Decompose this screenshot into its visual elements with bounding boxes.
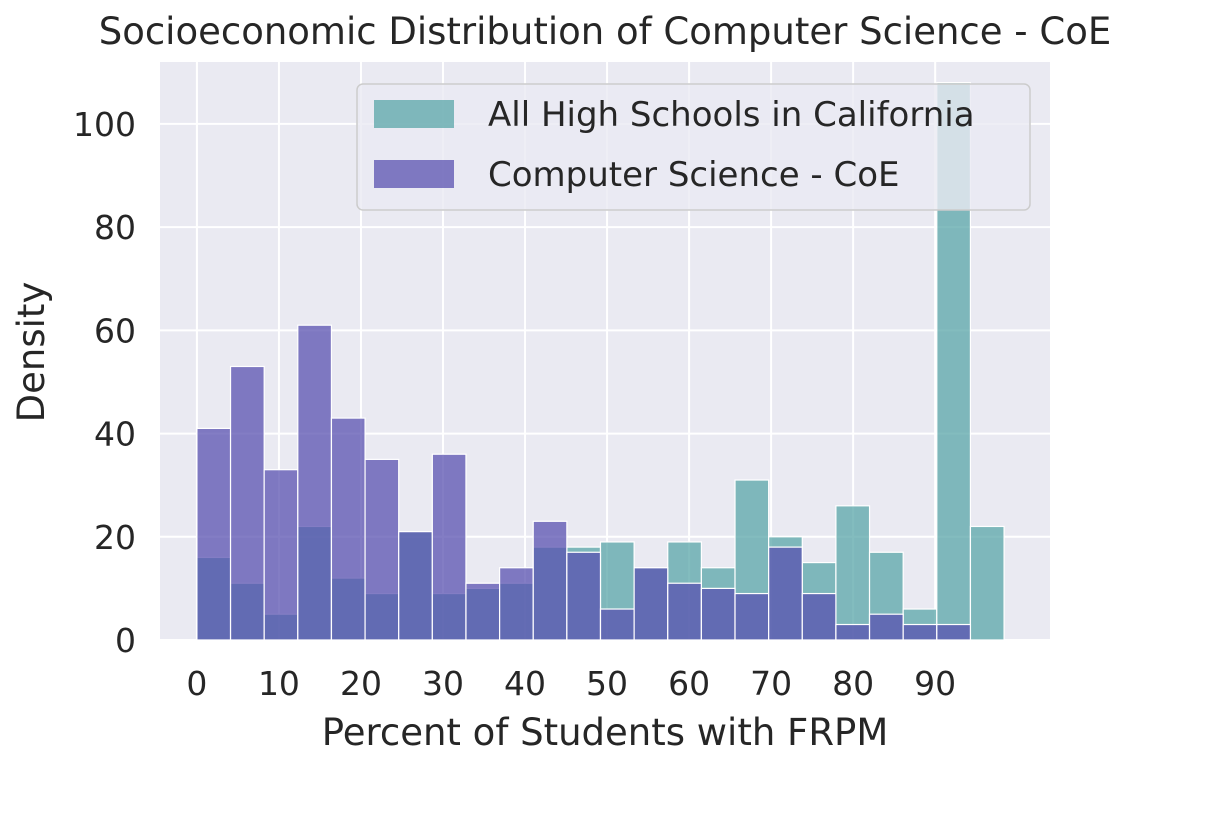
x-tick-label: 50 xyxy=(586,664,628,703)
bar-computer-science xyxy=(297,324,333,641)
x-tick-label: 30 xyxy=(422,664,464,703)
x-tick-label: 80 xyxy=(832,664,874,703)
x-tick-label: 0 xyxy=(186,664,207,703)
x-axis-ticks: 0 10 20 30 40 50 60 70 80 90 xyxy=(186,664,956,703)
x-tick-label: 90 xyxy=(914,664,956,703)
y-tick-label: 20 xyxy=(94,518,136,557)
legend-swatch-computer-science xyxy=(374,160,454,188)
series-computer-science xyxy=(196,324,972,641)
legend-box xyxy=(356,83,1031,211)
y-tick-label: 100 xyxy=(73,105,136,144)
chart-title: Socioeconomic Distribution of Computer S… xyxy=(99,10,1112,53)
bar-computer-science xyxy=(667,582,702,641)
bar-all-high-schools xyxy=(835,505,871,641)
bar-computer-science xyxy=(431,453,467,641)
bar-computer-science xyxy=(532,520,568,641)
bar-computer-science xyxy=(566,551,602,641)
bar-computer-science xyxy=(330,417,366,641)
bar-computer-science xyxy=(398,531,433,641)
bar-computer-science xyxy=(263,469,299,641)
bar-computer-science xyxy=(768,546,803,641)
bar-computer-science xyxy=(801,592,837,641)
y-tick-label: 40 xyxy=(94,415,136,454)
bar-computer-science xyxy=(364,458,400,641)
bar-computer-science xyxy=(498,567,534,641)
y-axis-ticks: 0 20 40 60 80 100 xyxy=(73,105,136,660)
x-tick-label: 20 xyxy=(340,664,382,703)
bar-computer-science xyxy=(465,582,501,641)
legend-swatch-all-high-schools xyxy=(374,100,454,128)
legend-label-computer-science: Computer Science - CoE xyxy=(488,155,900,195)
x-tick-label: 70 xyxy=(750,664,792,703)
y-tick-label: 60 xyxy=(94,311,136,350)
bar-computer-science xyxy=(902,623,938,641)
bar-computer-science xyxy=(835,623,871,641)
bar-computer-science xyxy=(700,587,736,641)
bar-computer-science xyxy=(633,567,669,641)
legend-label-all-high-schools: All High Schools in California xyxy=(488,95,975,135)
bar-computer-science xyxy=(868,613,904,641)
y-tick-label: 80 xyxy=(94,208,136,247)
bar-computer-science xyxy=(196,427,232,641)
x-tick-label: 60 xyxy=(668,664,710,703)
bar-computer-science xyxy=(229,365,265,641)
x-axis-label: Percent of Students with FRPM xyxy=(322,711,889,754)
y-tick-label: 0 xyxy=(115,621,136,660)
bar-computer-science xyxy=(599,608,635,641)
bar-computer-science xyxy=(734,592,770,641)
y-axis-label: Density xyxy=(10,282,53,423)
bar-all-high-schools xyxy=(969,525,1005,641)
x-tick-label: 40 xyxy=(504,664,546,703)
bar-computer-science xyxy=(936,623,972,641)
x-tick-label: 10 xyxy=(258,664,300,703)
legend: All High Schools in California Computer … xyxy=(356,83,1031,211)
